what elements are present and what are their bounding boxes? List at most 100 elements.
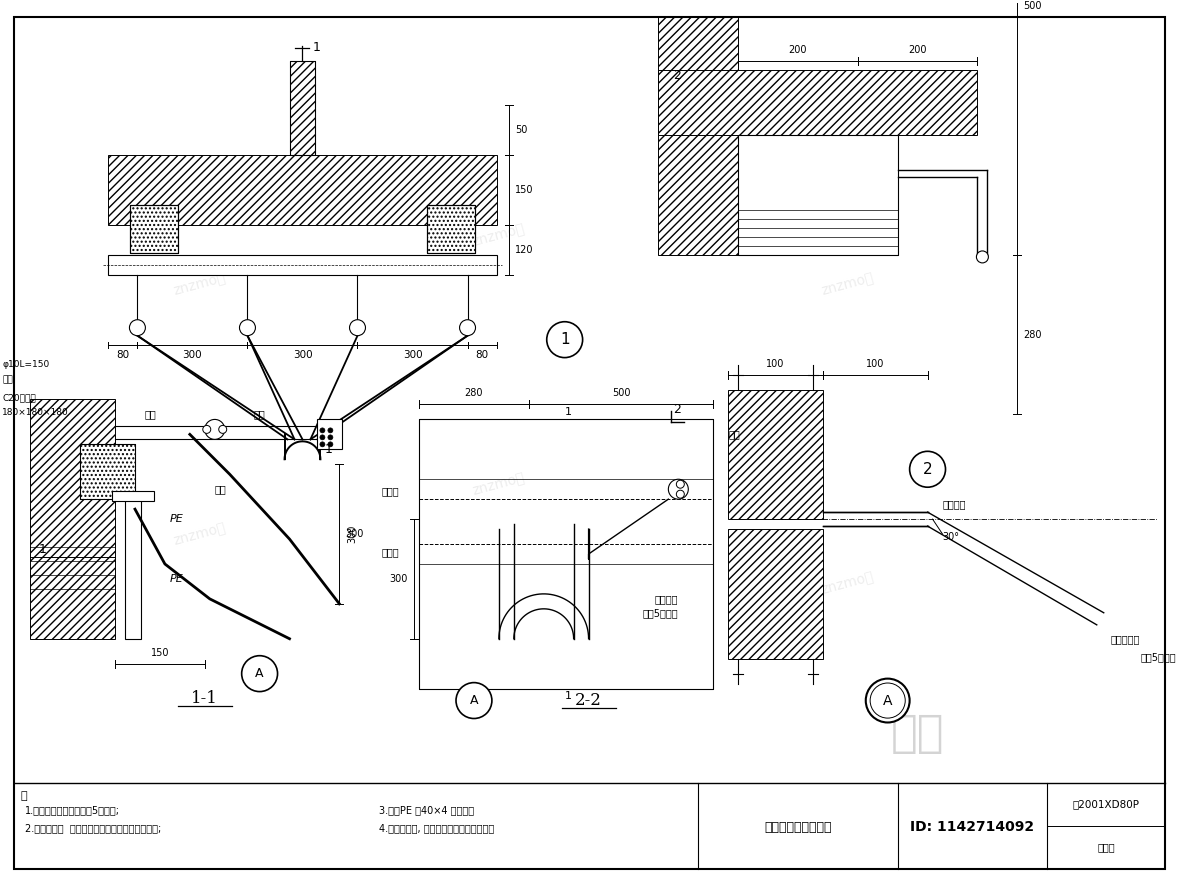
Circle shape xyxy=(668,479,688,499)
Text: 端部锁道: 端部锁道 xyxy=(942,499,966,509)
Circle shape xyxy=(910,451,946,487)
Text: 280: 280 xyxy=(1024,329,1041,340)
Bar xyxy=(80,444,135,499)
Circle shape xyxy=(204,419,225,440)
Text: 30°: 30° xyxy=(942,532,960,542)
Circle shape xyxy=(320,428,325,433)
Bar xyxy=(290,61,316,155)
Text: 1: 1 xyxy=(560,332,570,347)
Text: 二层架: 二层架 xyxy=(382,487,400,496)
Text: C20混凝土: C20混凝土 xyxy=(2,393,37,402)
Text: 4.电缆进户时, 接地线由电源器引至装地管: 4.电缆进户时, 接地线由电源器引至装地管 xyxy=(379,823,494,834)
Circle shape xyxy=(976,251,988,263)
Text: 500: 500 xyxy=(612,389,630,398)
Circle shape xyxy=(203,426,210,434)
Text: 300: 300 xyxy=(348,525,357,543)
Text: 300: 300 xyxy=(183,350,202,359)
Text: 电彗: 电彗 xyxy=(215,484,227,494)
Text: 瓷瓶: 瓷瓶 xyxy=(254,410,266,419)
Text: 500: 500 xyxy=(1024,1,1041,11)
Bar xyxy=(658,16,738,255)
Circle shape xyxy=(460,320,475,336)
Text: 知末: 知末 xyxy=(891,712,944,755)
Bar xyxy=(658,71,978,135)
Text: 180×180×180: 180×180×180 xyxy=(2,408,69,417)
Text: 1: 1 xyxy=(38,542,46,555)
Text: 1: 1 xyxy=(565,407,572,418)
Text: 300: 300 xyxy=(293,350,312,359)
Text: znzmo网: znzmo网 xyxy=(820,570,876,598)
Text: 注: 注 xyxy=(20,791,27,801)
Bar xyxy=(318,419,343,449)
Text: 按第5页选用: 按第5页选用 xyxy=(643,608,678,618)
Bar xyxy=(31,399,115,638)
Text: 配2001XD80P: 配2001XD80P xyxy=(1072,799,1139,809)
Text: znzmo网: znzmo网 xyxy=(820,271,876,298)
Text: 2: 2 xyxy=(674,403,681,416)
Bar xyxy=(130,205,177,253)
Circle shape xyxy=(676,490,684,498)
Text: 100: 100 xyxy=(766,358,785,368)
Text: 低压架空进户线装置: 低压架空进户线装置 xyxy=(765,820,832,834)
Text: 1.假弯曲线由设计者按第5页选定;: 1.假弯曲线由设计者按第5页选定; xyxy=(25,805,121,815)
Circle shape xyxy=(327,428,333,433)
Text: 150: 150 xyxy=(515,185,533,195)
Circle shape xyxy=(320,442,325,447)
Text: 300: 300 xyxy=(403,350,422,359)
Text: 1-1: 1-1 xyxy=(191,690,219,707)
Text: znzmo网: znzmo网 xyxy=(472,222,527,249)
Circle shape xyxy=(241,656,278,691)
Circle shape xyxy=(456,683,492,719)
Circle shape xyxy=(865,679,910,722)
Text: 300: 300 xyxy=(390,574,408,584)
Bar xyxy=(130,205,177,253)
Text: 1: 1 xyxy=(312,41,320,54)
Text: 2: 2 xyxy=(923,462,933,477)
Circle shape xyxy=(219,426,227,434)
Text: A: A xyxy=(255,668,264,680)
Text: 80: 80 xyxy=(475,350,489,359)
Circle shape xyxy=(327,434,333,440)
Text: 电彗: 电彗 xyxy=(2,375,13,384)
Text: PE: PE xyxy=(170,514,183,525)
Text: 按第5页选用: 按第5页选用 xyxy=(1141,652,1176,661)
Text: 80: 80 xyxy=(116,350,129,359)
Text: 进户电缆: 进户电缆 xyxy=(655,594,678,604)
Text: 120: 120 xyxy=(515,245,533,255)
Text: PE: PE xyxy=(170,574,183,584)
Text: 1: 1 xyxy=(324,443,332,456)
Bar xyxy=(427,205,475,253)
Text: φ10L=150: φ10L=150 xyxy=(2,360,50,369)
Text: 50: 50 xyxy=(515,125,527,135)
Text: 200: 200 xyxy=(908,44,927,55)
Text: znzmo网: znzmo网 xyxy=(472,471,527,498)
Bar xyxy=(112,491,154,502)
Text: 2-2: 2-2 xyxy=(576,692,602,709)
Bar xyxy=(80,444,135,499)
Circle shape xyxy=(320,434,325,440)
Text: 2: 2 xyxy=(674,69,681,82)
Circle shape xyxy=(130,320,145,336)
Circle shape xyxy=(240,320,255,336)
Text: 100: 100 xyxy=(866,358,884,368)
Text: 支架: 支架 xyxy=(144,410,156,419)
Text: 2.墙外吊线管  支架等五金配件均为镀锌专用配件;: 2.墙外吊线管 支架等五金配件均为镀锌专用配件; xyxy=(25,823,162,834)
Text: ID: 1142714092: ID: 1142714092 xyxy=(910,820,1034,834)
Circle shape xyxy=(350,320,365,336)
Bar xyxy=(108,155,496,225)
Bar xyxy=(108,255,496,275)
Text: znzmo网: znzmo网 xyxy=(171,520,228,547)
Text: 1: 1 xyxy=(565,691,572,700)
Bar xyxy=(125,499,141,638)
Bar xyxy=(738,135,897,255)
Text: 200: 200 xyxy=(788,44,807,55)
Circle shape xyxy=(676,480,684,488)
Text: znzmo网: znzmo网 xyxy=(171,271,228,298)
Text: 二层架: 二层架 xyxy=(382,547,400,557)
Text: A: A xyxy=(469,694,479,707)
Bar xyxy=(420,419,713,689)
Text: 图册号: 图册号 xyxy=(1097,842,1115,852)
Text: 进户穿线管: 进户穿线管 xyxy=(1110,634,1139,644)
Circle shape xyxy=(327,442,333,447)
Text: 150: 150 xyxy=(150,648,169,658)
